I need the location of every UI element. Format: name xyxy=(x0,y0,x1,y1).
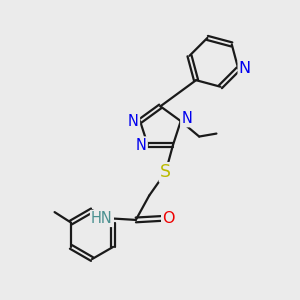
Text: N: N xyxy=(239,61,251,76)
Text: N: N xyxy=(181,111,192,126)
Text: O: O xyxy=(162,211,175,226)
Text: N: N xyxy=(136,137,147,152)
Text: HN: HN xyxy=(91,211,113,226)
Text: N: N xyxy=(128,114,139,129)
Text: S: S xyxy=(160,164,171,181)
